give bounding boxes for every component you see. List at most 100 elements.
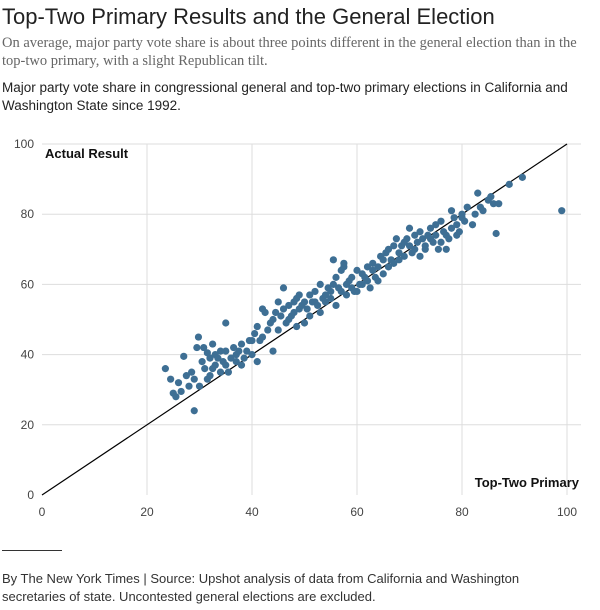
y-tick-label: 80 (21, 207, 35, 221)
chart-subtitle: On average, major party vote share is ab… (2, 35, 577, 69)
data-point (442, 245, 450, 253)
y-tick-label: 60 (21, 277, 35, 291)
data-point (453, 221, 461, 229)
y-tick-label: 0 (27, 488, 34, 502)
data-point (337, 287, 345, 296)
data-point (182, 372, 190, 380)
data-point (211, 361, 219, 369)
data-point (216, 368, 225, 376)
data-point (161, 365, 169, 373)
data-point (274, 298, 282, 306)
x-tick-label: 100 (557, 505, 577, 519)
data-points (161, 173, 566, 415)
data-point (369, 266, 377, 274)
data-point (405, 224, 414, 232)
data-point (194, 333, 203, 341)
data-point (432, 221, 440, 229)
data-point (237, 361, 246, 369)
data-point (329, 280, 337, 288)
x-tick-label: 0 (39, 505, 46, 519)
data-point (258, 333, 267, 341)
data-point (411, 231, 419, 239)
data-point (413, 238, 421, 246)
data-point (290, 308, 298, 317)
data-point (384, 263, 393, 271)
data-point (237, 340, 246, 348)
data-point (279, 284, 288, 292)
data-point (193, 343, 201, 352)
data-point (272, 308, 280, 317)
data-point (167, 375, 175, 383)
data-point (306, 291, 314, 299)
data-point (190, 407, 198, 415)
y-tick-label: 20 (21, 418, 35, 432)
data-point (209, 340, 217, 348)
data-point (366, 284, 374, 292)
data-point (200, 343, 208, 352)
data-point (379, 270, 387, 278)
data-point (363, 263, 372, 271)
x-tick-label: 80 (455, 505, 469, 519)
data-point (400, 252, 408, 260)
data-point (353, 287, 361, 296)
data-point (411, 245, 419, 253)
data-point (230, 343, 238, 352)
y-axis-label: Actual Result (45, 146, 129, 161)
data-point (495, 200, 503, 208)
data-point (437, 217, 445, 225)
data-point (285, 301, 293, 310)
grid (42, 143, 581, 495)
data-point (395, 249, 403, 257)
data-point (518, 173, 526, 181)
tick-labels: 0 20 40 60 80 100 0 20 40 60 80 100 (14, 137, 577, 519)
data-point (195, 382, 204, 390)
data-point (227, 354, 235, 362)
data-point (447, 224, 456, 232)
data-point (489, 200, 498, 208)
data-point (303, 305, 311, 313)
data-point (321, 298, 330, 306)
chart-description: Major party vote share in congressional … (2, 80, 568, 113)
footer-divider (2, 550, 62, 551)
x-tick-label: 60 (350, 505, 364, 519)
data-point (240, 354, 248, 362)
data-point (216, 347, 225, 355)
data-point (295, 291, 303, 299)
data-point (390, 242, 398, 250)
y-tick-label: 100 (14, 137, 34, 151)
data-point (447, 207, 456, 215)
data-point (206, 354, 214, 362)
data-point (492, 229, 500, 238)
data-point (384, 245, 393, 253)
data-point (374, 263, 382, 271)
data-point (261, 308, 269, 317)
data-point (251, 329, 259, 338)
data-point (468, 221, 477, 229)
data-point (232, 358, 240, 366)
data-point (421, 245, 429, 253)
source-credit: By The New York Times | Source: Upshot a… (2, 571, 520, 604)
data-point (198, 358, 206, 366)
data-point (214, 354, 222, 362)
data-point (429, 238, 437, 246)
data-point (358, 280, 366, 288)
data-point (432, 231, 440, 239)
data-point (471, 210, 479, 218)
data-point (458, 210, 466, 218)
data-point (374, 277, 382, 285)
data-point (269, 315, 277, 324)
data-point (253, 322, 261, 331)
data-point (222, 319, 230, 327)
data-point (253, 358, 261, 366)
data-point (419, 235, 427, 243)
data-point (269, 347, 277, 355)
data-point (474, 189, 482, 197)
data-point (340, 259, 348, 267)
data-point (177, 387, 185, 396)
data-point (314, 301, 322, 310)
data-point (405, 242, 414, 250)
data-point (426, 224, 435, 232)
data-point (277, 312, 285, 320)
data-point (321, 291, 330, 299)
data-point (395, 256, 403, 264)
